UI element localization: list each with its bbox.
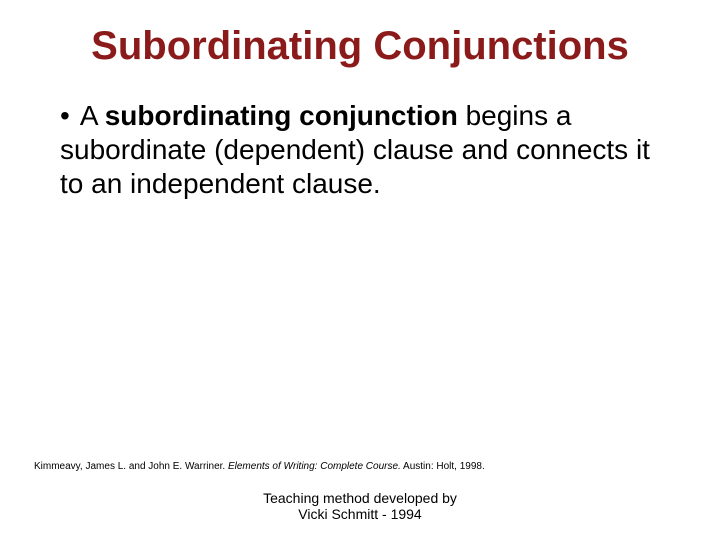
- bullet-item: •A subordinating conjunction begins a su…: [0, 99, 720, 201]
- bullet-bold: subordinating conjunction: [105, 100, 458, 131]
- citation-italic: Elements of Writing: Complete Course.: [228, 461, 401, 472]
- bullet-pre: A: [80, 100, 105, 131]
- slide: Subordinating Conjunctions •A subordinat…: [0, 0, 720, 540]
- bullet-text: A subordinating conjunction begins a sub…: [60, 100, 650, 199]
- attribution-line2: Vicki Schmitt - 1994: [298, 506, 421, 522]
- bullet-marker: •: [60, 99, 80, 133]
- slide-title: Subordinating Conjunctions: [0, 0, 720, 99]
- attribution-line1: Teaching method developed by: [263, 490, 457, 506]
- attribution: Teaching method developed by Vicki Schmi…: [0, 490, 720, 522]
- citation: Kimmeavy, James L. and John E. Warriner.…: [34, 461, 485, 472]
- citation-suffix: Austin: Holt, 1998.: [401, 461, 485, 472]
- citation-prefix: Kimmeavy, James L. and John E. Warriner.: [34, 461, 228, 472]
